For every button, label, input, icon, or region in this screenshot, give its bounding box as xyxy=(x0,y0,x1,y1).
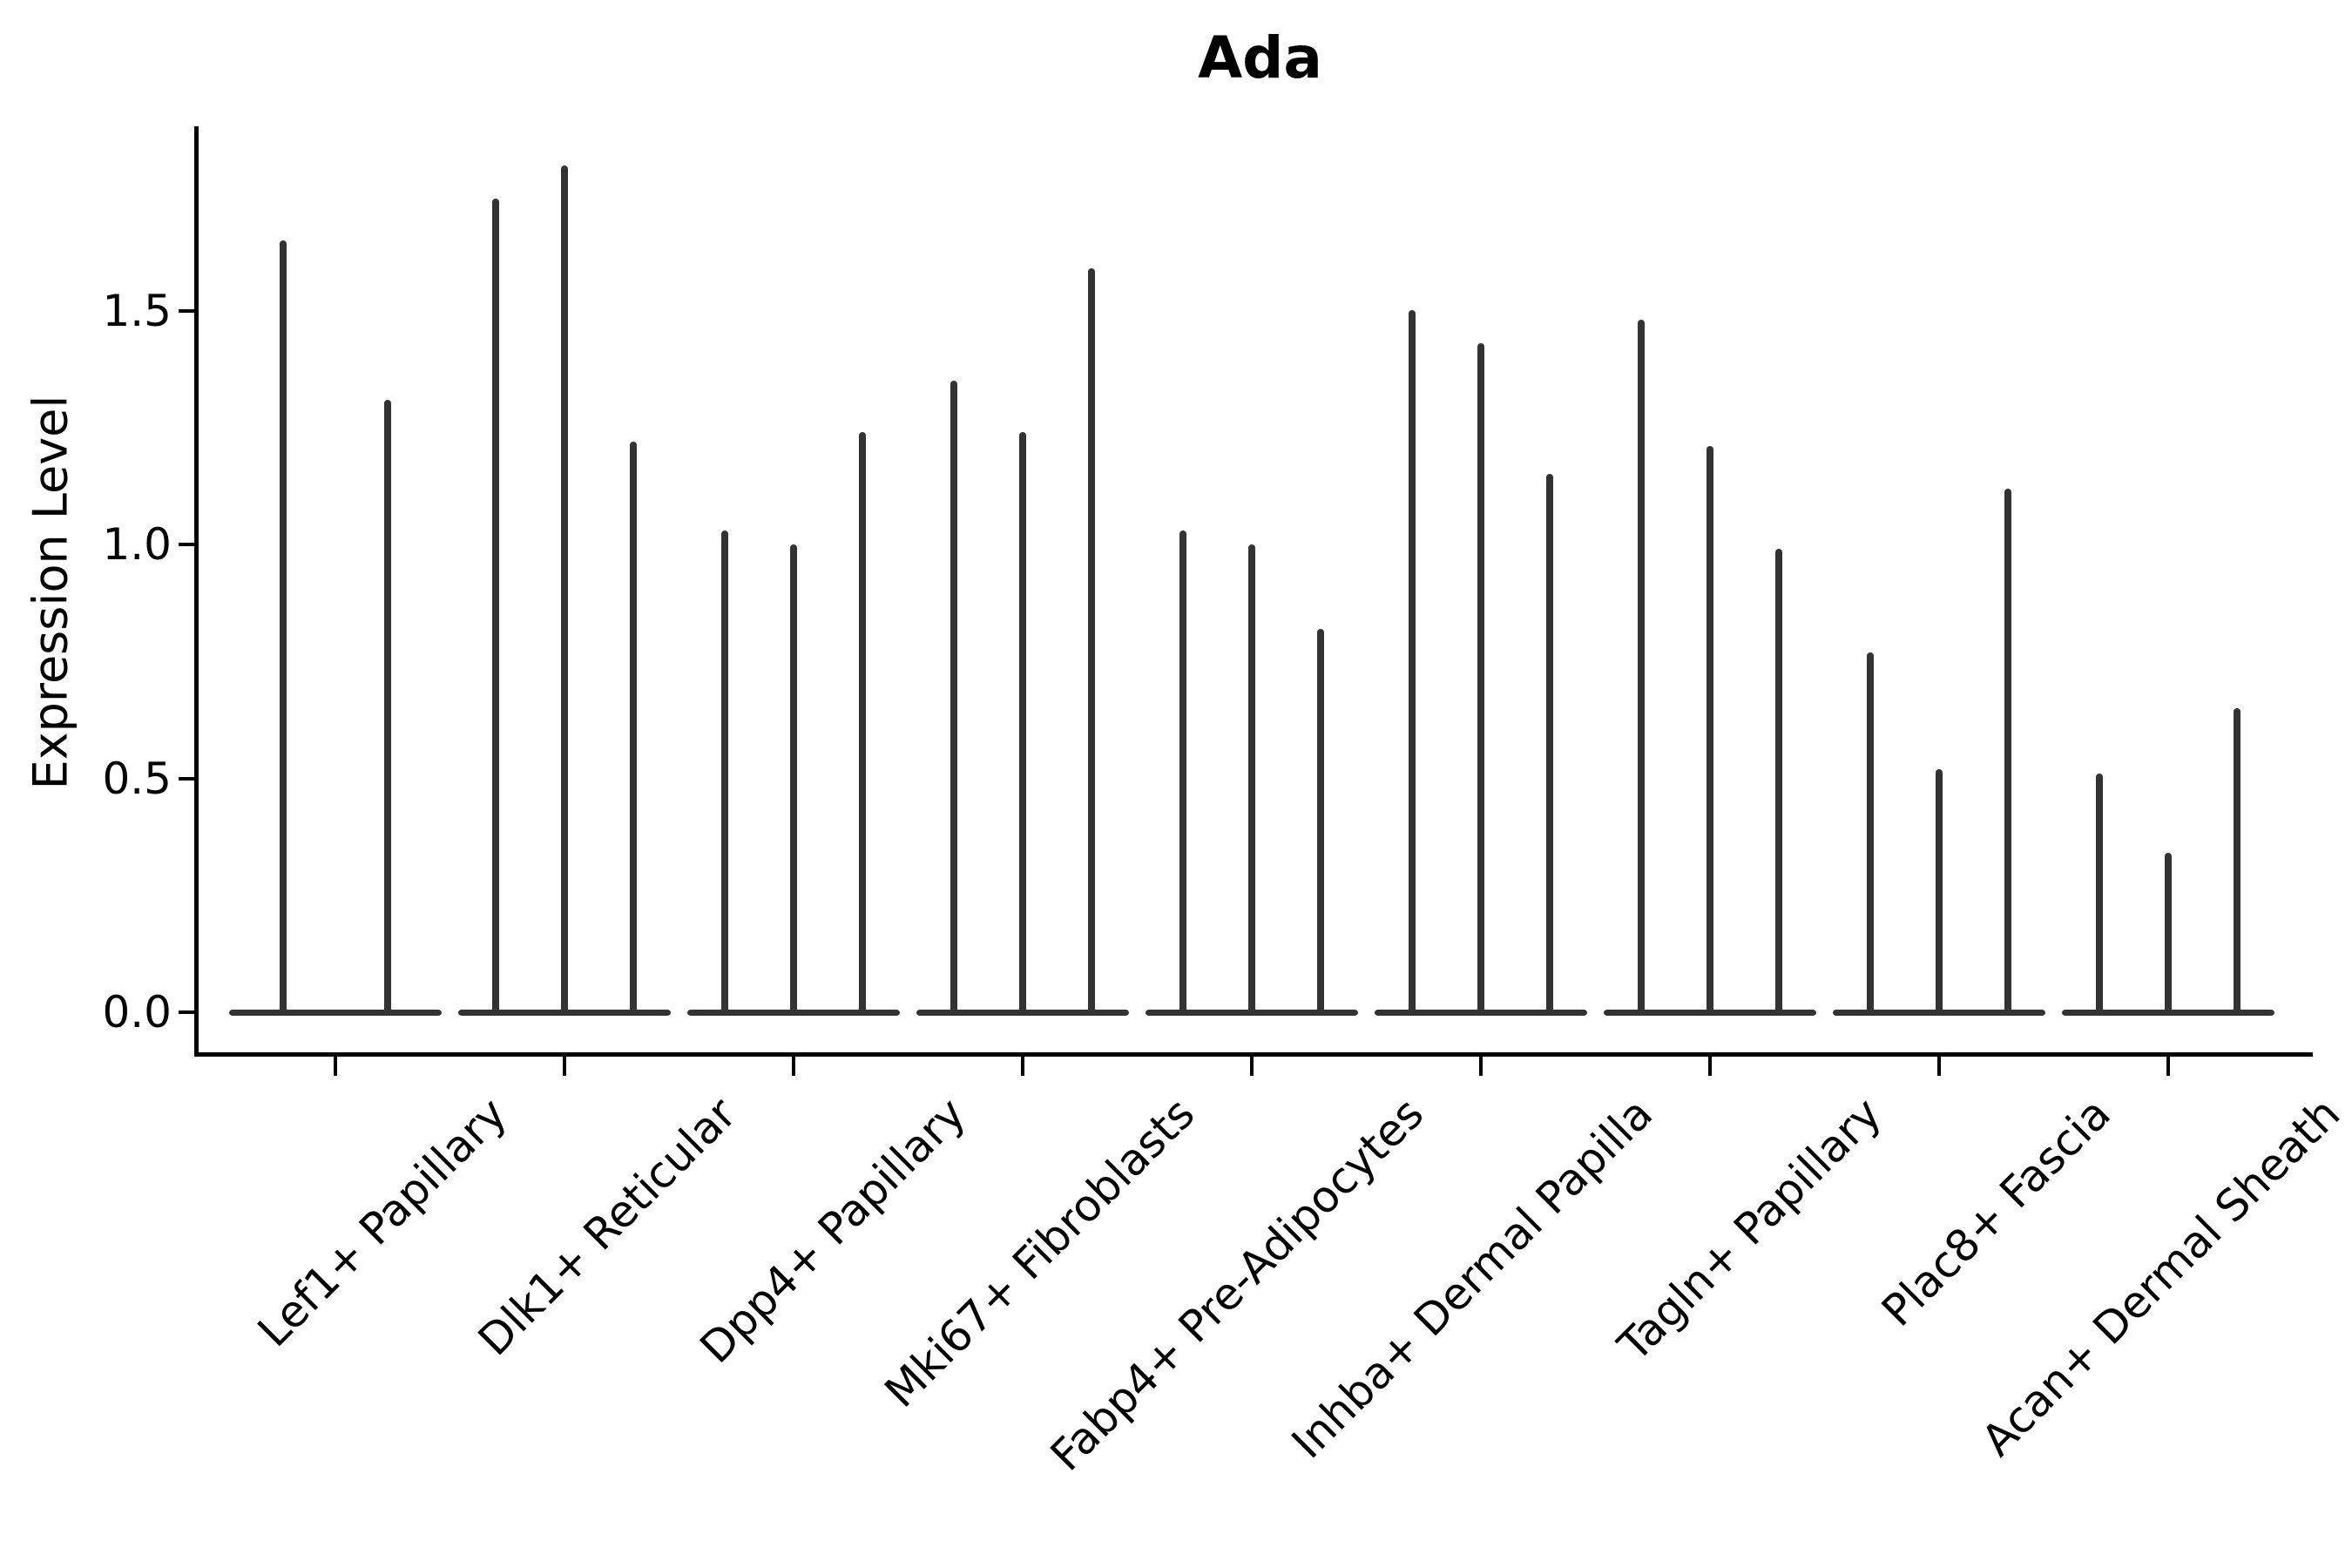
violin-spike xyxy=(2004,489,2011,1012)
x-tick-mark xyxy=(1937,1057,1941,1076)
y-tick-mark xyxy=(179,308,194,313)
violin-spike xyxy=(859,432,866,1012)
x-tick-mark xyxy=(1479,1057,1483,1076)
x-tick-label: Plac8+ Fascia xyxy=(1872,1088,2121,1336)
violin-spike xyxy=(2234,708,2240,1012)
violin-spike xyxy=(1707,446,1713,1012)
violin-spike xyxy=(1477,343,1484,1012)
violin-spike xyxy=(561,166,568,1012)
x-tick-mark xyxy=(1021,1057,1024,1076)
y-axis-label: Expression Level xyxy=(23,395,78,790)
violin-spike xyxy=(1638,320,1645,1012)
y-tick-label: 1.5 xyxy=(102,285,172,336)
x-tick-mark xyxy=(2166,1057,2170,1076)
x-tick-label: Dlk1+ Reticular xyxy=(469,1088,747,1366)
violin-spike xyxy=(721,531,728,1012)
y-axis-spine xyxy=(194,126,199,1057)
violin-spike xyxy=(1775,549,1782,1012)
x-tick-label: Lef1+ Papillary xyxy=(248,1088,517,1357)
violin-spike xyxy=(950,381,957,1012)
violin-spike xyxy=(280,240,287,1012)
violin-base xyxy=(916,1010,1129,1016)
violin-spike xyxy=(1936,769,1943,1012)
y-tick-mark xyxy=(179,776,194,781)
violin-spike xyxy=(2096,774,2103,1012)
violin-base xyxy=(1375,1010,1587,1016)
y-tick-label: 0.0 xyxy=(102,987,172,1037)
violin-spike xyxy=(1179,531,1186,1012)
x-tick-mark xyxy=(792,1057,795,1076)
violin-base xyxy=(687,1010,900,1016)
x-tick-label: Fabp4+ Pre-Adipocytes xyxy=(1040,1088,1434,1481)
y-tick-label: 1.0 xyxy=(102,519,172,570)
violin-spike xyxy=(1409,310,1416,1012)
violin-base xyxy=(1146,1010,1358,1016)
x-tick-mark xyxy=(334,1057,337,1076)
y-tick-mark xyxy=(179,543,194,546)
violin-base xyxy=(1833,1010,2045,1016)
violin-spike xyxy=(1248,544,1255,1012)
y-tick-label: 0.5 xyxy=(102,753,172,804)
violin-base xyxy=(1604,1010,1816,1016)
violin-spike xyxy=(630,442,637,1012)
x-tick-mark xyxy=(563,1057,566,1076)
violin-spike xyxy=(1019,432,1026,1012)
violin-base xyxy=(229,1010,442,1016)
violin-spike xyxy=(1546,474,1553,1012)
violin-base xyxy=(2062,1010,2274,1016)
x-axis-spine xyxy=(194,1052,2313,1057)
chart-title: Ada xyxy=(1198,24,1322,91)
violin-spike xyxy=(1317,629,1324,1012)
violin-spike xyxy=(790,544,797,1012)
y-tick-mark xyxy=(179,1010,194,1014)
x-tick-mark xyxy=(1250,1057,1254,1076)
violin-base xyxy=(458,1010,671,1016)
violin-spike xyxy=(2165,853,2172,1012)
violin-spike xyxy=(384,400,391,1012)
x-tick-mark xyxy=(1708,1057,1712,1076)
violin-spike xyxy=(1867,652,1874,1012)
violin-spike xyxy=(1088,268,1095,1012)
violin-spike xyxy=(492,199,499,1012)
